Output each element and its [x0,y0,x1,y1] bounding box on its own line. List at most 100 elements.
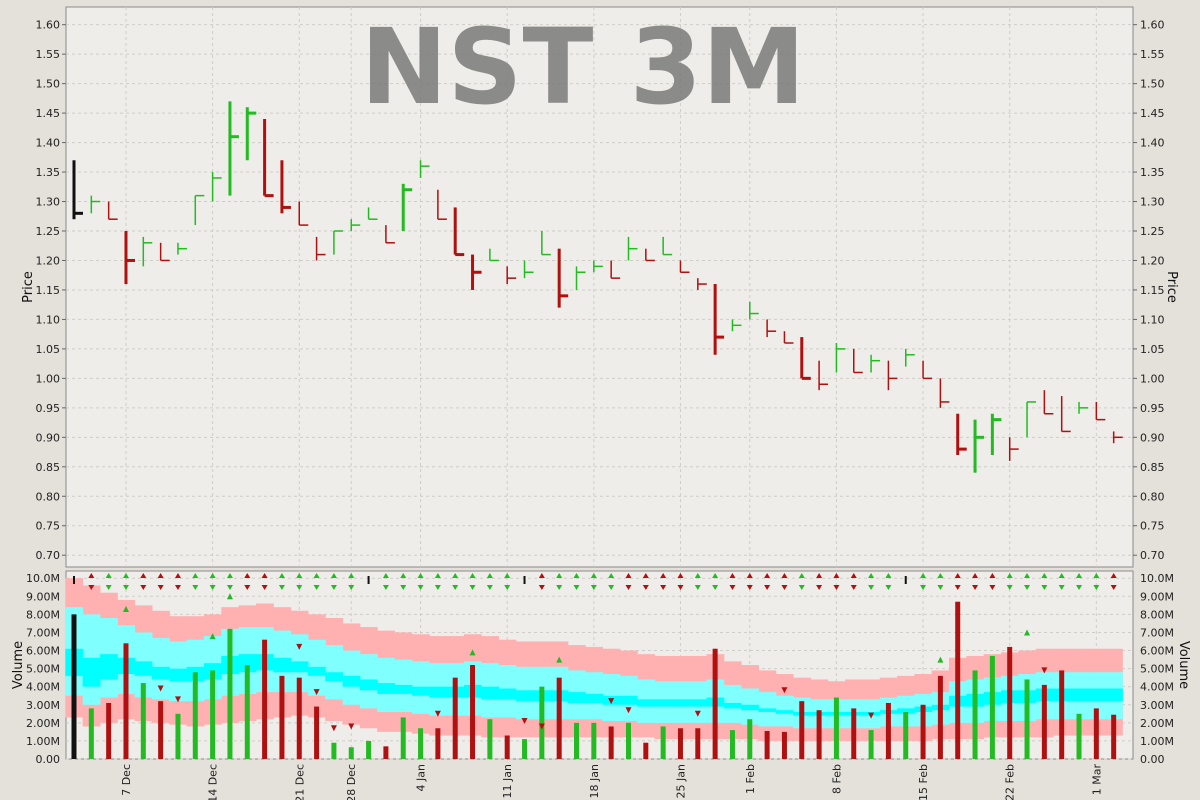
top-marker-up [833,573,840,578]
ohlc-bar [471,254,482,290]
band-core-segment [325,672,344,682]
ohlc-bar [870,354,881,373]
top-marker-up [122,573,129,578]
price-tick-label-right: 0.90 [1140,431,1165,444]
volume-arrow-marker [556,656,563,663]
top-marker-up [452,573,459,578]
top-marker-up [868,573,875,578]
ohlc-bar [939,378,950,408]
top-marker [400,573,407,590]
top-marker-down [469,585,476,590]
band-core-segment [775,710,794,714]
volume-bar [1059,670,1065,759]
price-tick-label-right: 1.40 [1140,137,1165,150]
volume-tick-label-right: 1.00M [1140,735,1174,748]
price-tick-label-left: 1.45 [36,107,61,120]
price-tick-label-right: 1.15 [1140,284,1165,297]
top-marker-up [1093,573,1100,578]
volume-bar [816,710,822,759]
top-marker-up [816,573,823,578]
top-marker-down [434,585,441,590]
top-marker-up [764,573,771,578]
top-marker-down [192,585,199,590]
price-axis-label-left: Price [21,271,36,303]
volume-bar [522,739,528,759]
volume-bar [487,719,493,759]
ohlc-bar [367,207,378,220]
volume-bar [799,701,805,759]
volume-tick-label-right: 2.00M [1140,717,1174,730]
volume-bar [1076,713,1082,759]
top-marker-up [660,573,667,578]
x-tick-label: 1 Feb [744,764,757,794]
top-marker [972,573,979,590]
top-marker-up [590,573,597,578]
ohlc-bar [1043,390,1054,415]
price-plot-bg [65,6,1134,568]
volume-tick-labels: 0.00 0.00 1.00M 1.00M 2.00M 2.00M 3.00M 3.00M 4.… [26,572,1174,766]
top-marker-flat [367,576,370,584]
top-marker-up [226,573,233,578]
top-marker-up [573,573,580,578]
top-marker [694,573,701,590]
volume-arrow-marker [608,698,615,705]
top-marker-down [677,585,684,590]
top-marker [573,573,580,590]
volume-tick-label-left: 8.00M [26,608,60,621]
top-marker-up [729,573,736,578]
volume-tick-label-right: 3.00M [1140,699,1174,712]
top-marker-down [660,585,667,590]
top-marker-up [400,573,407,578]
top-marker-up [157,573,164,578]
volume-bar [210,670,216,759]
volume-bar [314,706,320,759]
top-marker-up [434,573,441,578]
top-marker [556,573,563,590]
top-marker [1041,573,1048,590]
top-marker-down [452,585,459,590]
top-marker-down [972,585,979,590]
top-marker-down [417,585,424,590]
top-marker-down [729,585,736,590]
volume-bar [331,742,337,759]
volume-bar [937,675,943,759]
volume-bar [729,730,735,759]
ohlc-bar [142,236,153,267]
top-marker [504,573,511,590]
ohlc-bar [679,260,690,274]
volume-bar [712,648,718,759]
x-tick-label: 7 Dec [120,764,133,796]
volume-bar [539,686,545,759]
band-core-segment [741,704,759,711]
price-tick-label-right: 1.20 [1140,254,1165,267]
band-core-segment [82,657,101,687]
price-bars [72,101,1123,473]
price-grid [66,7,1133,567]
volume-arrow-marker [469,649,476,656]
volume-arrow-marker [1041,667,1048,674]
volume-arrow-marker [209,633,216,640]
top-marker [226,573,233,590]
top-marker [1110,573,1117,590]
price-tick-label-right: 1.50 [1140,78,1165,91]
volume-arrow-marker [781,687,788,694]
volume-tick-label-left: 6.00M [26,645,60,658]
ohlc-bar [245,107,257,161]
volume-bar [556,677,562,759]
volume-bar [158,701,164,759]
top-marker [712,573,719,590]
top-marker-down [989,585,996,590]
top-marker-down [608,585,615,590]
top-marker-up [608,573,615,578]
top-marker-down [296,585,303,590]
top-marker [868,573,875,590]
top-marker-down [1024,585,1031,590]
top-marker [833,573,840,590]
band-core-segment [567,692,586,703]
volume-bar [244,665,250,759]
top-marker [937,573,944,590]
top-marker-up [1024,573,1031,578]
top-marker-up [694,573,701,578]
volume-arrow-marker [226,593,233,600]
band-core-segment [758,708,777,712]
